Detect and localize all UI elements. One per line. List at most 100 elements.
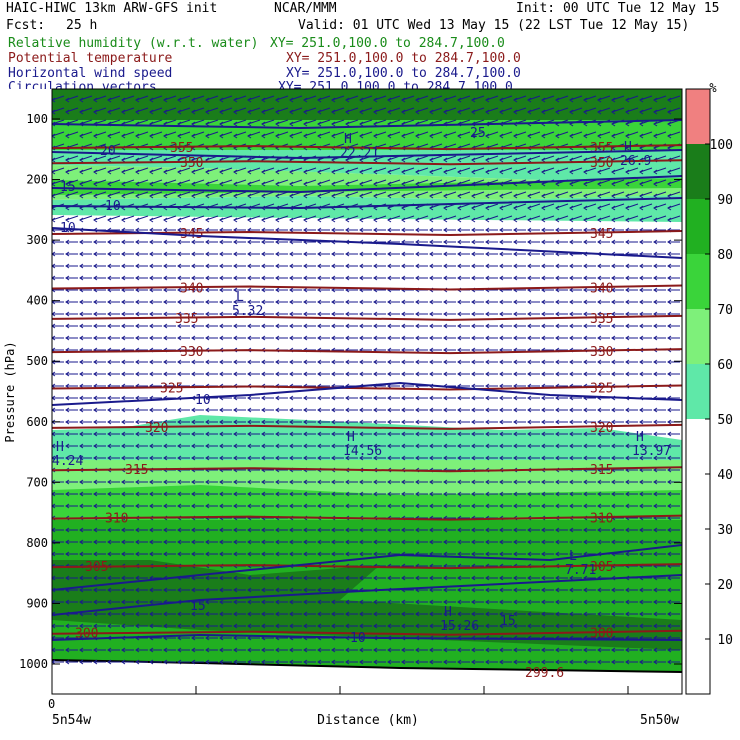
vector-head	[219, 169, 224, 175]
vector-head	[93, 299, 98, 305]
vector-head	[135, 623, 140, 629]
vector-head	[331, 311, 336, 317]
circulation-vector	[415, 95, 429, 101]
vector-head	[513, 383, 518, 389]
circulation-vector	[233, 95, 247, 101]
vector-head	[121, 539, 126, 545]
vector-head	[65, 659, 70, 665]
circulation-vector	[401, 215, 415, 221]
vector-head	[471, 263, 476, 269]
circulation-vector	[303, 191, 317, 197]
extremum-value: 26.9	[620, 154, 651, 169]
circulation-vector	[667, 131, 681, 137]
circulation-vector	[107, 107, 121, 113]
vector-head	[359, 551, 364, 557]
vector-head	[401, 611, 406, 617]
circulation-vector	[401, 179, 415, 185]
vector-head	[93, 611, 98, 617]
vector-head	[457, 407, 462, 413]
vector-head	[527, 491, 532, 497]
vector-head	[625, 599, 630, 605]
vector-head	[289, 109, 294, 115]
vector-head	[625, 551, 630, 557]
field-xy-rh: XY= 251.0,100.0 to 284.7,100.0	[270, 36, 505, 51]
vector-head	[555, 551, 560, 557]
vector-head	[485, 109, 490, 115]
vector-head	[177, 647, 182, 653]
vector-head	[625, 359, 630, 365]
vector-head	[513, 539, 518, 545]
vector-head	[429, 335, 434, 341]
circulation-vector	[135, 119, 149, 125]
vector-head	[163, 133, 168, 139]
vector-head	[457, 227, 462, 233]
vector-head	[597, 491, 602, 497]
vector-head	[65, 169, 70, 175]
vector-head	[219, 263, 224, 269]
vector-head	[233, 431, 238, 437]
vector-head	[443, 323, 448, 329]
vector-head	[485, 407, 490, 413]
circulation-vector	[247, 131, 261, 137]
vector-head	[555, 443, 560, 449]
vector-head	[373, 443, 378, 449]
vector-head	[667, 647, 672, 653]
vector-head	[527, 251, 532, 257]
vector-head	[513, 371, 518, 377]
vector-head	[135, 371, 140, 377]
vector-head	[387, 623, 392, 629]
vector-head	[79, 431, 84, 437]
vector-head	[317, 539, 322, 545]
vector-head	[317, 217, 322, 223]
vector-head	[485, 193, 490, 199]
vector-head	[177, 587, 182, 593]
vector-head	[513, 335, 518, 341]
circulation-vector	[569, 167, 583, 173]
vector-head	[205, 443, 210, 449]
vector-head	[135, 335, 140, 341]
circulation-vector	[93, 191, 107, 197]
circulation-vector	[149, 191, 163, 197]
vector-head	[93, 659, 98, 665]
vector-head	[93, 587, 98, 593]
vector-head	[471, 659, 476, 665]
vector-head	[275, 109, 280, 115]
vector-head	[611, 359, 616, 365]
vector-head	[611, 587, 616, 593]
vector-head	[513, 455, 518, 461]
colorbar-segment	[686, 419, 710, 694]
vector-head	[415, 275, 420, 281]
vector-head	[527, 587, 532, 593]
circulation-vector	[373, 179, 387, 185]
vector-head	[485, 239, 490, 245]
vector-head	[597, 109, 602, 115]
vector-head	[247, 551, 252, 557]
vector-head	[429, 647, 434, 653]
vector-head	[149, 611, 154, 617]
vector-head	[52, 335, 56, 341]
vector-head	[219, 599, 224, 605]
vector-head	[443, 347, 448, 353]
vector-head	[639, 503, 644, 509]
circulation-vector	[205, 119, 219, 125]
vector-head	[527, 575, 532, 581]
theta-contour	[52, 144, 682, 151]
vector-head	[401, 383, 406, 389]
vector-head	[373, 611, 378, 617]
vector-head	[247, 527, 252, 533]
vector-head	[583, 335, 588, 341]
circulation-vector	[93, 95, 107, 101]
vector-head	[52, 323, 56, 329]
vector-head	[65, 503, 70, 509]
vector-head	[247, 443, 252, 449]
vector-head	[513, 659, 518, 665]
wind-contour	[52, 381, 682, 406]
vector-head	[205, 623, 210, 629]
vector-head	[275, 611, 280, 617]
vector-head	[373, 575, 378, 581]
circulation-vector	[583, 215, 597, 221]
vector-head	[541, 455, 546, 461]
vector-head	[555, 647, 560, 653]
vector-head	[611, 287, 616, 293]
circulation-vector	[457, 107, 471, 113]
